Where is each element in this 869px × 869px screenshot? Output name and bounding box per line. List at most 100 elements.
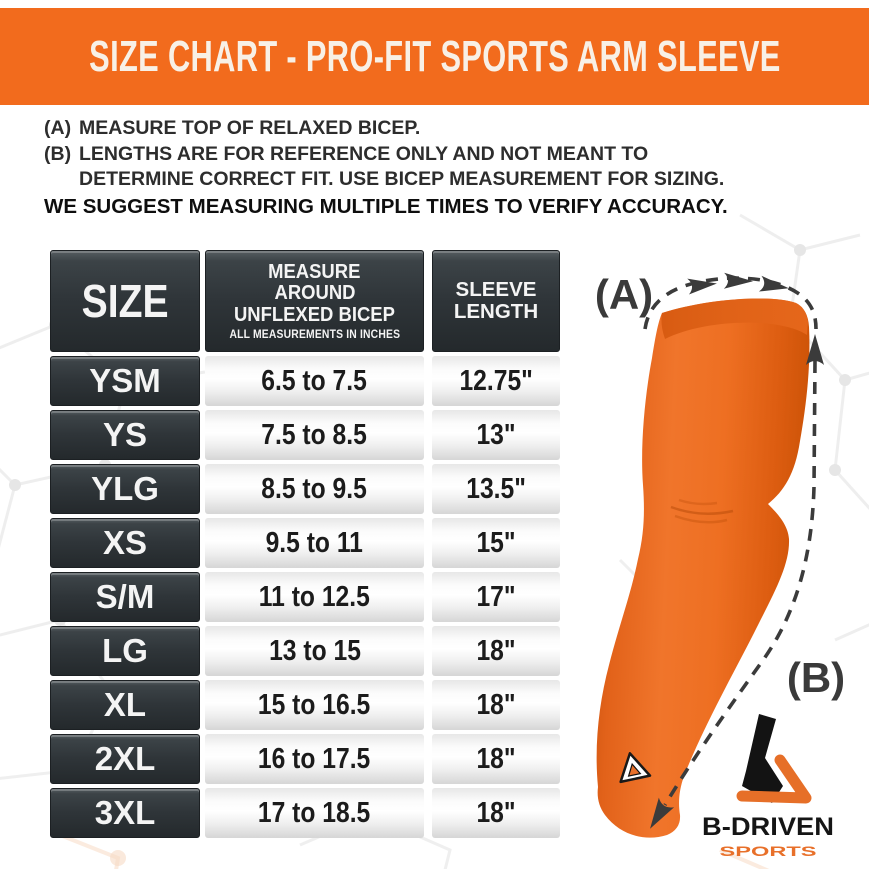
bicep-cell-text: 6.5 to 7.5 <box>261 364 368 397</box>
table-row: S/M 11 to 12.5 17" <box>50 572 565 622</box>
bicep-cell-text: 7.5 to 8.5 <box>261 418 368 451</box>
size-cell-text: S/M <box>95 578 155 615</box>
size-cell-text: YLG <box>91 470 159 507</box>
length-cell-text: 12.75" <box>459 364 533 397</box>
brand-logo: B-DRIVEN SPORTS <box>702 714 834 859</box>
size-cell: 2XL <box>50 734 200 784</box>
bicep-cell: 16 to 17.5 <box>205 734 424 784</box>
size-cell-text: YSM <box>89 362 161 399</box>
bicep-cell-text: 8.5 to 9.5 <box>261 472 368 505</box>
size-cell-text: XL <box>103 686 147 723</box>
note-a: (A) MEASURE TOP OF RELAXED BICEP. <box>44 116 774 142</box>
length-cell: 15" <box>432 518 560 568</box>
col-header-size: SIZE <box>50 250 200 352</box>
arrowhead-up <box>806 334 824 365</box>
size-cell: S/M <box>50 572 200 622</box>
arm-sleeve-illustration: (A) (B) B-DRIVEN SPORTS <box>595 271 845 859</box>
col-header-size-label: SIZE <box>81 275 169 327</box>
label-a: (A) <box>595 271 653 318</box>
bicep-cell-text: 15 to 16.5 <box>258 688 371 721</box>
logo-subtitle: SPORTS <box>720 844 817 859</box>
table-row: YSM 6.5 to 7.5 12.75" <box>50 356 565 406</box>
bicep-cell-text: 16 to 17.5 <box>258 742 371 775</box>
length-cell-text: 17" <box>476 580 516 613</box>
length-cell: 18" <box>432 734 560 784</box>
length-cell: 12.75" <box>432 356 560 406</box>
sleeve-cuff <box>661 298 808 339</box>
size-cell: YSM <box>50 356 200 406</box>
col-header-length: SLEEVE LENGTH <box>432 250 560 352</box>
logo-mark-orange <box>736 754 812 804</box>
bicep-cell: 6.5 to 7.5 <box>205 356 424 406</box>
bicep-cell: 9.5 to 11 <box>205 518 424 568</box>
size-cell-text: 2XL <box>94 740 156 777</box>
arm-sleeve <box>596 298 810 838</box>
arrowhead-right-3 <box>758 275 789 292</box>
logo-wordmark: B-DRIVEN <box>702 813 834 841</box>
size-cell: YLG <box>50 464 200 514</box>
measurement-annotations: (A) (B) <box>595 271 845 829</box>
size-cell-text: LG <box>102 632 148 669</box>
length-cell-text: 18" <box>476 634 516 667</box>
bicep-cell: 11 to 12.5 <box>205 572 424 622</box>
length-cell-text: 18" <box>476 742 516 775</box>
notes: (A) MEASURE TOP OF RELAXED BICEP. (B) LE… <box>44 116 774 219</box>
note-footer: WE SUGGEST MEASURING MULTIPLE TIMES TO V… <box>44 194 728 218</box>
label-b: (B) <box>787 654 845 701</box>
note-a-text: MEASURE TOP OF RELAXED BICEP. <box>79 117 421 139</box>
size-table: SIZE MEASURE AROUND UNFLEXED BICEP ALL M… <box>50 250 565 842</box>
length-cell: 18" <box>432 626 560 676</box>
length-cell-text: 13" <box>476 418 516 451</box>
col-header-bicep: MEASURE AROUND UNFLEXED BICEP ALL MEASUR… <box>205 250 424 352</box>
note-b-text-line1: LENGTHS ARE FOR REFERENCE ONLY AND NOT M… <box>79 142 649 165</box>
arrowhead-down-left <box>650 797 675 829</box>
length-cell: 18" <box>432 788 560 838</box>
sleeve-patch-logo <box>619 752 652 784</box>
bicep-cell: 15 to 16.5 <box>205 680 424 730</box>
size-cell-text: 3XL <box>94 794 156 831</box>
bicep-cell: 7.5 to 8.5 <box>205 410 424 460</box>
arrowhead-right-1 <box>687 278 717 295</box>
elbow-creases <box>670 498 734 524</box>
table-row: 3XL 17 to 18.5 18" <box>50 788 565 838</box>
table-header-row: SIZE MEASURE AROUND UNFLEXED BICEP ALL M… <box>50 250 565 352</box>
bicep-cell-text: 17 to 18.5 <box>258 796 371 829</box>
size-cell: XS <box>50 518 200 568</box>
col-header-bicep-subnote: ALL MEASUREMENTS IN INCHES <box>229 329 400 342</box>
page-title: SIZE CHART - PRO-FIT SPORTS ARM SLEEVE <box>88 31 781 81</box>
size-cell-text: YS <box>102 416 148 453</box>
note-b-prefix: (B) <box>44 142 72 165</box>
length-cell: 13.5" <box>432 464 560 514</box>
size-cell-text: XS <box>102 524 148 561</box>
title-banner: SIZE CHART - PRO-FIT SPORTS ARM SLEEVE <box>0 8 869 105</box>
table-row: LG 13 to 15 18" <box>50 626 565 676</box>
sleeve-length-dashed-line <box>663 360 817 806</box>
size-table-rows: YSM 6.5 to 7.5 12.75" YS 7.5 to 8.5 13" YLG 8.5… <box>50 356 565 838</box>
table-row: YLG 8.5 to 9.5 13.5" <box>50 464 565 514</box>
note-a-prefix: (A) <box>44 117 72 139</box>
bicep-cell-text: 9.5 to 11 <box>265 526 364 559</box>
table-row: 2XL 16 to 17.5 18" <box>50 734 565 784</box>
note-b-text-line2: DETERMINE CORRECT FIT. USE BICEP MEASURE… <box>79 168 725 190</box>
table-row: YS 7.5 to 8.5 13" <box>50 410 565 460</box>
bicep-cell-text: 11 to 12.5 <box>258 580 371 613</box>
size-cell: 3XL <box>50 788 200 838</box>
length-cell: 17" <box>432 572 560 622</box>
table-row: XL 15 to 16.5 18" <box>50 680 565 730</box>
length-cell-text: 18" <box>476 688 516 721</box>
bicep-cell-text: 13 to 15 <box>268 634 361 667</box>
size-cell: XL <box>50 680 200 730</box>
logo-mark-black <box>742 714 783 803</box>
size-cell: YS <box>50 410 200 460</box>
size-cell: LG <box>50 626 200 676</box>
length-cell-text: 15" <box>476 526 516 559</box>
length-cell: 13" <box>432 410 560 460</box>
arrowhead-right-2 <box>723 272 753 289</box>
table-row: XS 9.5 to 11 15" <box>50 518 565 568</box>
bicep-measure-dashed-arc <box>643 276 818 330</box>
length-cell-text: 18" <box>476 796 516 829</box>
note-b: (B) LENGTHS ARE FOR REFERENCE ONLY AND N… <box>44 142 774 168</box>
bicep-cell: 8.5 to 9.5 <box>205 464 424 514</box>
length-cell: 18" <box>432 680 560 730</box>
